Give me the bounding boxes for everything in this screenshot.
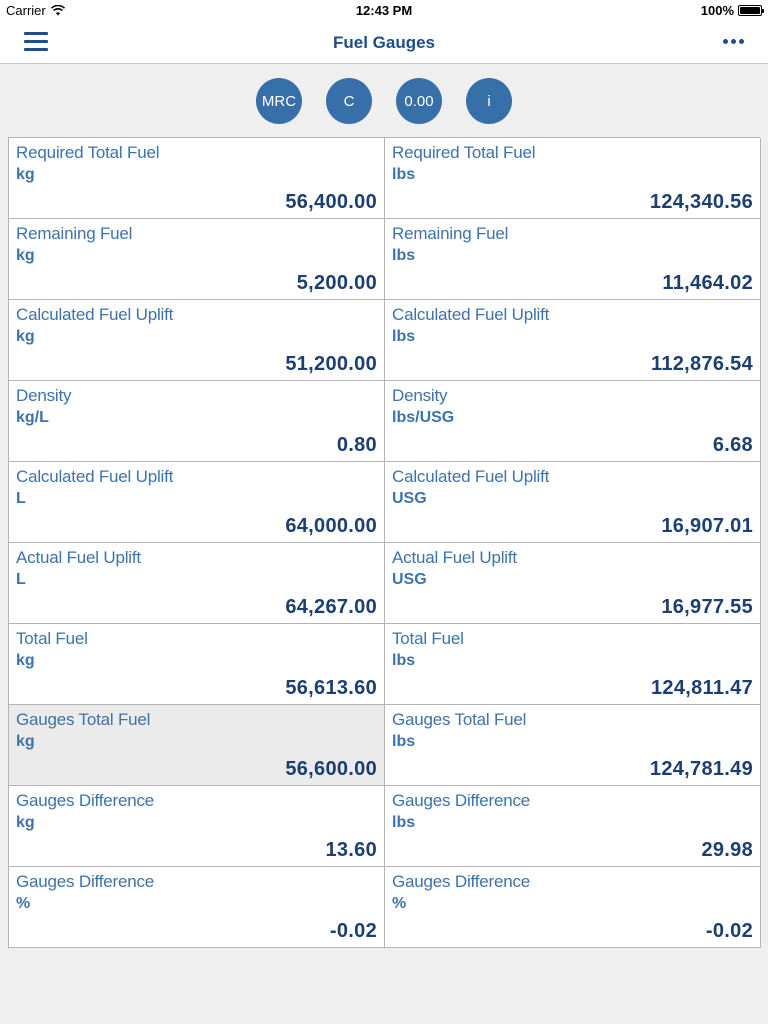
cell-unit: lbs/USG [392, 409, 455, 426]
clear-button[interactable]: C [326, 78, 372, 124]
navigation-bar: Fuel Gauges [0, 22, 768, 64]
cell-label: Calculated Fuel Uplift [392, 305, 550, 324]
cell-value: 16,907.01 [661, 515, 753, 537]
cell-label: Remaining Fuel [16, 224, 133, 243]
memory-value-button[interactable]: 0.00 [396, 78, 442, 124]
cell-label: Required Total Fuel [16, 143, 160, 162]
page-title: Fuel Gauges [332, 33, 436, 52]
cell-value: 13.60 [325, 839, 377, 861]
cell-value: 56,613.60 [285, 677, 377, 699]
cell-unit: L [16, 571, 26, 588]
cell-label: Actual Fuel Uplift [16, 548, 141, 567]
fuel-cell-gauges-difference-percent-left[interactable]: Gauges Difference % -0.02 [9, 867, 385, 948]
cell-label: Calculated Fuel Uplift [16, 467, 174, 486]
cell-unit: kg [16, 247, 35, 264]
cell-value: 56,600.00 [285, 758, 377, 780]
cell-label: Total Fuel [392, 629, 464, 648]
cell-value: 16,977.55 [661, 596, 753, 618]
fuel-cell-actual-uplift-l[interactable]: Actual Fuel Uplift L 64,267.00 [9, 543, 385, 624]
carrier-info: Carrier [6, 3, 65, 18]
cell-value: 124,781.49 [649, 758, 753, 780]
cell-label: Gauges Total Fuel [16, 710, 151, 729]
fuel-cell-required-total-kg[interactable]: Required Total Fuel kg 56,400.00 [9, 138, 385, 219]
hamburger-menu-icon[interactable] [24, 32, 48, 52]
cell-unit: lbs [392, 814, 416, 831]
carrier-label: Carrier [6, 3, 46, 18]
fuel-cell-calculated-uplift-lbs[interactable]: Calculated Fuel Uplift lbs 112,876.54 [385, 300, 761, 381]
cell-label: Calculated Fuel Uplift [392, 467, 550, 486]
cell-value: 64,000.00 [285, 515, 377, 537]
cell-unit: kg [16, 328, 35, 345]
cell-label: Density [16, 386, 72, 405]
fuel-cell-calculated-uplift-usg[interactable]: Calculated Fuel Uplift USG 16,907.01 [385, 462, 761, 543]
status-bar: Carrier 12:43 PM 100% [0, 0, 768, 22]
cell-label: Remaining Fuel [392, 224, 509, 243]
cell-unit: lbs [392, 166, 416, 183]
wifi-icon [50, 5, 65, 16]
cell-label: Total Fuel [16, 629, 88, 648]
cell-value: 64,267.00 [285, 596, 377, 618]
cell-value: 6.68 [712, 434, 753, 456]
cell-label: Density [392, 386, 448, 405]
cell-unit: kg/L [16, 409, 49, 426]
cell-value: 51,200.00 [285, 353, 377, 375]
fuel-cell-gauges-difference-kg[interactable]: Gauges Difference kg 13.60 [9, 786, 385, 867]
battery-percent: 100% [700, 3, 734, 18]
cell-value: -0.02 [705, 920, 753, 942]
cell-value: 11,464.02 [662, 272, 753, 294]
more-ellipsis-icon[interactable] [723, 39, 744, 44]
fuel-grid: Required Total Fuel kg 56,400.00 Require… [8, 137, 761, 948]
fuel-cell-required-total-lbs[interactable]: Required Total Fuel lbs 124,340.56 [385, 138, 761, 219]
fuel-cell-gauges-total-lbs[interactable]: Gauges Total Fuel lbs 124,781.49 [385, 705, 761, 786]
cell-unit: kg [16, 733, 35, 750]
cell-label: Gauges Difference [392, 791, 531, 810]
cell-unit: % [392, 895, 407, 912]
cell-unit: % [16, 895, 31, 912]
cell-label: Gauges Difference [16, 872, 155, 891]
cell-label: Actual Fuel Uplift [392, 548, 517, 567]
cell-unit: lbs [392, 652, 416, 669]
cell-unit: lbs [392, 247, 416, 264]
cell-value: -0.02 [329, 920, 377, 942]
fuel-cell-gauges-difference-percent-right[interactable]: Gauges Difference % -0.02 [385, 867, 761, 948]
cell-label: Gauges Difference [16, 791, 155, 810]
fuel-cell-total-kg[interactable]: Total Fuel kg 56,613.60 [9, 624, 385, 705]
fuel-cell-remaining-kg[interactable]: Remaining Fuel kg 5,200.00 [9, 219, 385, 300]
cell-value: 56,400.00 [285, 191, 377, 213]
fuel-cell-density-kg-l[interactable]: Density kg/L 0.80 [9, 381, 385, 462]
cell-value: 124,340.56 [649, 191, 753, 213]
cell-value: 29.98 [701, 839, 753, 861]
cell-value: 5,200.00 [296, 272, 377, 294]
cell-unit: kg [16, 652, 35, 669]
fuel-cell-remaining-lbs[interactable]: Remaining Fuel lbs 11,464.02 [385, 219, 761, 300]
cell-label: Gauges Total Fuel [392, 710, 527, 729]
cell-unit: USG [392, 490, 427, 507]
cell-label: Required Total Fuel [392, 143, 536, 162]
mrc-button[interactable]: MRC [256, 78, 302, 124]
cell-unit: L [16, 490, 26, 507]
cell-unit: kg [16, 166, 35, 183]
battery-status: 100% [700, 3, 764, 18]
cell-label: Gauges Difference [392, 872, 531, 891]
cell-unit: USG [392, 571, 427, 588]
battery-icon [738, 5, 764, 16]
memory-button-bar: MRC C 0.00 i [0, 78, 768, 124]
cell-unit: kg [16, 814, 35, 831]
fuel-cell-actual-uplift-usg[interactable]: Actual Fuel Uplift USG 16,977.55 [385, 543, 761, 624]
status-time: 12:43 PM [355, 3, 413, 18]
info-button[interactable]: i [466, 78, 512, 124]
fuel-cell-calculated-uplift-l[interactable]: Calculated Fuel Uplift L 64,000.00 [9, 462, 385, 543]
cell-value: 112,876.54 [651, 353, 753, 375]
fuel-cell-total-lbs[interactable]: Total Fuel lbs 124,811.47 [385, 624, 761, 705]
cell-value: 124,811.47 [651, 677, 753, 699]
fuel-cell-gauges-total-kg[interactable]: Gauges Total Fuel kg 56,600.00 [9, 705, 385, 786]
cell-unit: lbs [392, 733, 416, 750]
fuel-cell-gauges-difference-lbs[interactable]: Gauges Difference lbs 29.98 [385, 786, 761, 867]
cell-label: Calculated Fuel Uplift [16, 305, 174, 324]
fuel-cell-calculated-uplift-kg[interactable]: Calculated Fuel Uplift kg 51,200.00 [9, 300, 385, 381]
cell-unit: lbs [392, 328, 416, 345]
fuel-cell-density-lbs-usg[interactable]: Density lbs/USG 6.68 [385, 381, 761, 462]
cell-value: 0.80 [336, 434, 377, 456]
